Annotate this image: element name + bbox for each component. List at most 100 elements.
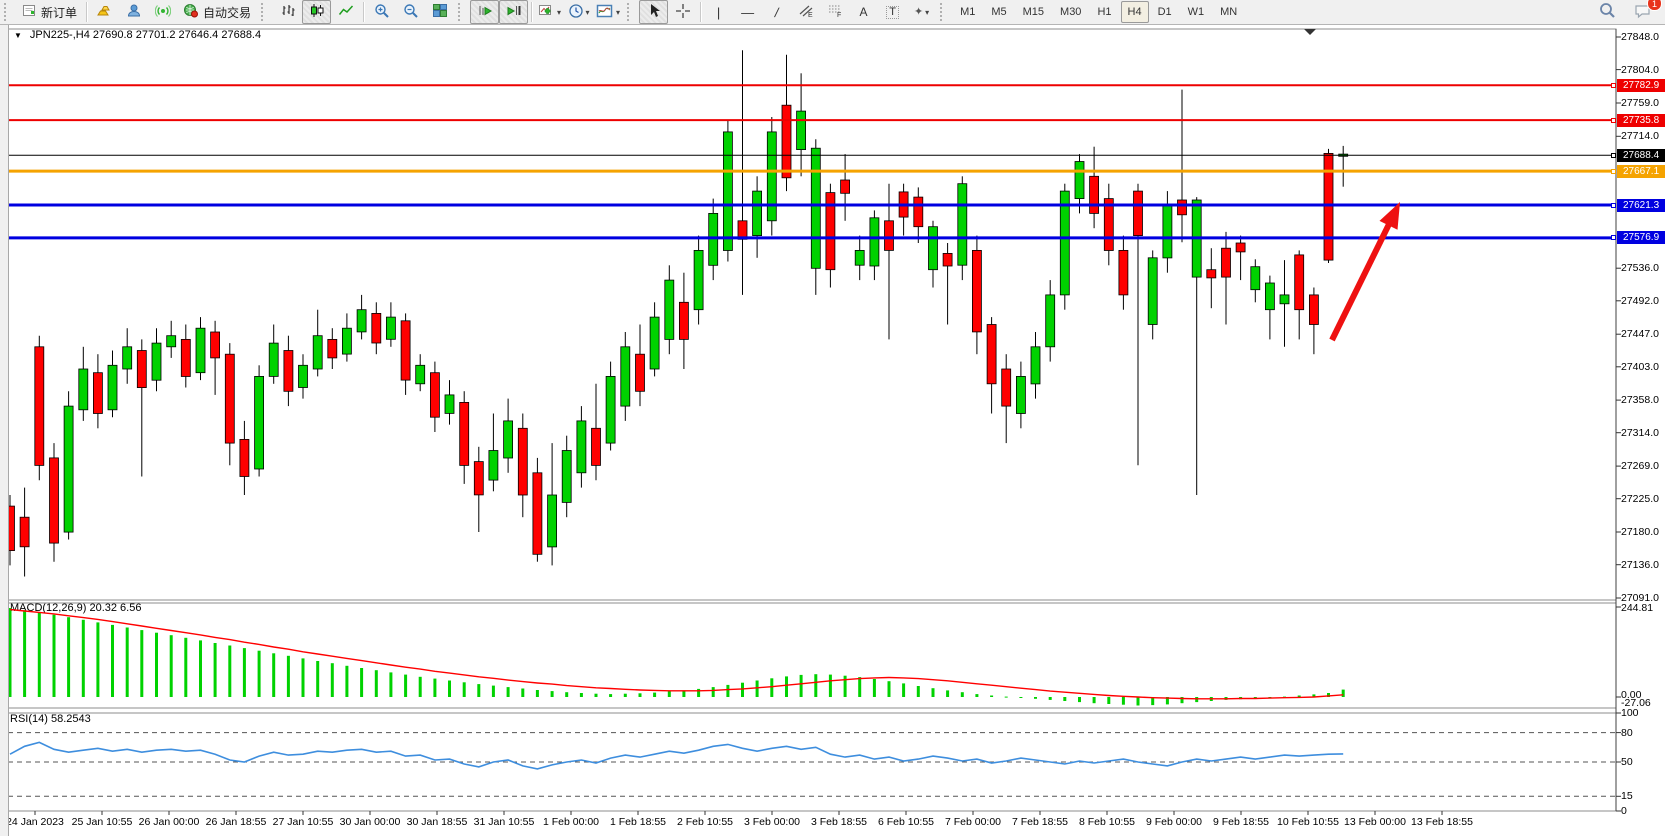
fibonacci-icon: F xyxy=(827,3,843,21)
line-chart-button[interactable] xyxy=(331,0,360,24)
bars-chart-button[interactable] xyxy=(273,0,302,24)
time-axis-label: 6 Feb 10:55 xyxy=(877,816,935,828)
timeframe-button-w1[interactable]: W1 xyxy=(1187,6,1205,18)
macd-axis-label: 0.00 xyxy=(1621,689,1642,701)
zoom-out-icon xyxy=(403,3,419,22)
price-axis-label: 27804.0 xyxy=(1621,63,1659,76)
horizontal-line-icon: — xyxy=(741,4,755,20)
toolbar-separator xyxy=(86,2,88,22)
rsi-indicator-label: RSI(14) 58.2543 xyxy=(10,713,91,725)
arrows-button[interactable]: ✦ ▾ xyxy=(907,0,936,24)
trendline-button[interactable]: / xyxy=(762,0,791,24)
chart-shift-button[interactable] xyxy=(499,0,529,24)
cursor-button[interactable] xyxy=(639,0,669,24)
timeframe-button-h1[interactable]: H1 xyxy=(1097,6,1112,18)
timeframe-button-mn[interactable]: MN xyxy=(1220,6,1238,18)
price-axis-label: 27492.0 xyxy=(1621,294,1659,307)
time-axis-label: 9 Feb 00:00 xyxy=(1145,816,1203,828)
price-axis-label: 27225.0 xyxy=(1621,492,1659,505)
equidistant-channel-button[interactable]: E xyxy=(791,0,820,24)
add-indicator-button[interactable]: ▾ xyxy=(535,0,564,24)
vertical-line-button[interactable]: | xyxy=(704,0,733,24)
price-axis-label: 27091.0 xyxy=(1621,592,1659,604)
price-axis-label: 27447.0 xyxy=(1621,328,1659,341)
time-axis-label: 3 Feb 00:00 xyxy=(743,816,801,828)
tile-windows-icon xyxy=(432,3,448,21)
timeframe-button-m5[interactable]: M5 xyxy=(991,6,1007,18)
toolbar-grip xyxy=(4,3,13,21)
macd-axis-label: -27.06 xyxy=(1621,697,1651,709)
chevron-down-icon: ▾ xyxy=(557,7,562,17)
new-order-label: 新订单 xyxy=(41,5,78,20)
auto-trading-button[interactable]: 自动交易 xyxy=(177,0,257,24)
price-axis-label: 27180.0 xyxy=(1621,526,1659,539)
time-axis-label: 31 Jan 10:55 xyxy=(473,816,535,828)
text-button[interactable]: A xyxy=(849,0,878,24)
toolbar-grip xyxy=(627,3,636,21)
time-axis-label: 9 Feb 18:55 xyxy=(1212,816,1270,828)
new-order-button[interactable]: 新订单 xyxy=(16,0,83,24)
rsi-axis-label: 50 xyxy=(1621,756,1633,768)
crosshair-icon xyxy=(675,3,691,22)
macd-signal-line xyxy=(9,608,1344,700)
toolbar-separator xyxy=(700,2,702,22)
time-axis-label: 7 Feb 18:55 xyxy=(1011,816,1069,828)
price-axis-label: 27314.0 xyxy=(1621,426,1659,439)
text-label-icon: T xyxy=(886,5,899,19)
macd-pane-border xyxy=(7,602,1617,709)
timeframe-button-m1[interactable]: M1 xyxy=(960,6,976,18)
fibonacci-button[interactable]: F xyxy=(820,0,849,24)
signal-icon xyxy=(154,3,171,21)
time-axis-label: 3 Feb 18:55 xyxy=(810,816,868,828)
timeframe-button-m15[interactable]: M15 xyxy=(1022,6,1045,18)
rsi-line xyxy=(9,741,1344,770)
zoom-in-button[interactable] xyxy=(367,0,396,24)
search-button[interactable] xyxy=(1593,0,1622,24)
time-axis-label: 10 Feb 10:55 xyxy=(1277,816,1339,828)
timeframe-bar: M1 M5 M15 M30 H1 H4 D1 W1 MN xyxy=(952,1,1245,23)
chevron-down-icon: ▾ xyxy=(616,7,621,17)
candlestick-chart-button[interactable] xyxy=(302,0,332,24)
candlestick-chart-icon xyxy=(309,3,325,21)
bars-chart-icon xyxy=(280,3,296,21)
main-toolbar: 新订单 自动交易 xyxy=(0,0,1665,25)
auto-scroll-button[interactable] xyxy=(470,0,500,24)
price-axis-label: 27848.0 xyxy=(1621,31,1659,43)
template-button[interactable]: ▾ xyxy=(593,0,623,24)
chart-area[interactable] xyxy=(0,24,1665,836)
time-axis-label: 8 Feb 10:55 xyxy=(1078,816,1136,828)
chart-title-caret-icon: ▼ xyxy=(14,30,22,40)
arrow-annotation[interactable] xyxy=(1329,202,1400,342)
autotrading-icon xyxy=(183,3,199,21)
accounts-icon xyxy=(126,3,142,21)
price-axis-label: 27358.0 xyxy=(1621,394,1659,407)
time-axis-label: 30 Jan 18:55 xyxy=(406,816,468,828)
chart-shift-icon xyxy=(506,3,522,21)
horizontal-line-button[interactable]: — xyxy=(733,0,762,24)
zoom-out-button[interactable] xyxy=(396,0,425,24)
timeframe-button-m30[interactable]: M30 xyxy=(1060,6,1082,18)
rsi-axis-label: 15 xyxy=(1621,790,1633,803)
new-order-icon xyxy=(22,3,37,21)
period-button[interactable]: ▾ xyxy=(564,0,593,24)
signals-button[interactable] xyxy=(148,0,177,24)
notifications-button[interactable]: 1 xyxy=(1628,0,1662,24)
toolbar-separator xyxy=(363,2,365,22)
toolbar-grip xyxy=(940,3,949,21)
macd-axis-label: 244.81 xyxy=(1621,602,1654,614)
macd-histogram xyxy=(8,608,1345,706)
time-axis-label: 1 Feb 18:55 xyxy=(609,816,667,828)
market-depth-button[interactable] xyxy=(90,0,119,24)
svg-text:F: F xyxy=(837,12,841,18)
tile-windows-button[interactable] xyxy=(425,0,454,24)
accounts-button[interactable] xyxy=(119,0,148,24)
search-icon xyxy=(1599,2,1616,22)
timeframe-button-h4[interactable]: H4 xyxy=(1120,1,1149,23)
text-label-button[interactable]: T xyxy=(878,0,907,24)
equidistant-channel-icon: E xyxy=(798,3,814,21)
crosshair-button[interactable] xyxy=(668,0,697,24)
time-axis-label: 13 Feb 00:00 xyxy=(1344,816,1406,828)
timeframe-button-d1[interactable]: D1 xyxy=(1157,6,1172,18)
